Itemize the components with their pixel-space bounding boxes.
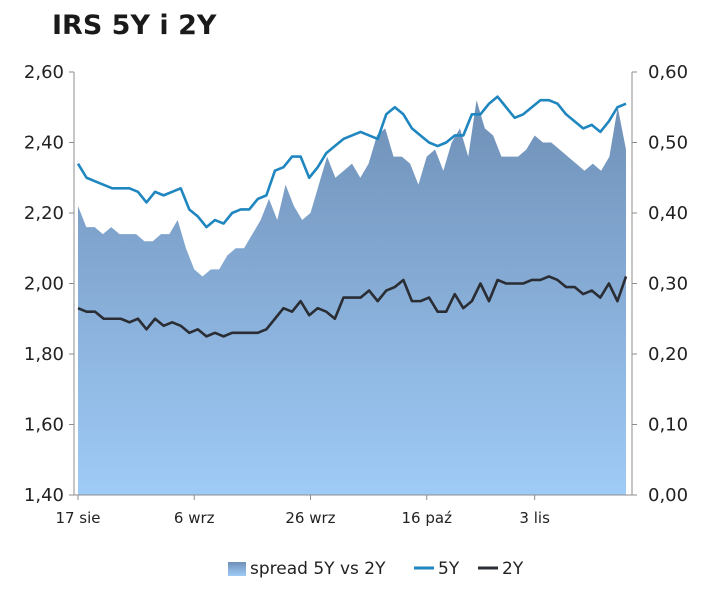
legend-label-spread: spread 5Y vs 2Y xyxy=(250,559,386,579)
y-right-tick-label: 0,60 xyxy=(648,62,688,83)
legend-label-5y: 5Y xyxy=(438,559,460,579)
y-right-tick-label: 0,40 xyxy=(648,203,688,224)
y-left-tick-label: 1,60 xyxy=(24,415,64,436)
y-left-tick-label: 2,60 xyxy=(24,62,64,83)
y-left-tick-label: 1,80 xyxy=(24,344,64,365)
x-tick-label: 16 paź xyxy=(402,509,453,527)
x-tick-label: 17 sie xyxy=(55,509,100,527)
series-line-2y xyxy=(77,275,628,338)
y-left-tick-label: 2,40 xyxy=(24,133,64,154)
y-right-tick-label: 0,10 xyxy=(648,415,688,436)
y-right-tick-label: 0,20 xyxy=(648,344,688,365)
x-tick-label: 3 lis xyxy=(519,509,550,527)
y-left-tick-label: 1,40 xyxy=(24,485,64,506)
lines-layer xyxy=(76,95,628,338)
y-right-tick-label: 0,00 xyxy=(648,485,688,506)
y-left-tick-label: 2,20 xyxy=(24,203,64,224)
x-tick-label: 26 wrz xyxy=(285,509,335,527)
axes-layer: 1,40 1,60 1,80 2,00 2,20 2,40 2,60 0,00 0,10 0,20… xyxy=(24,62,688,527)
x-tick-label: 6 wrz xyxy=(174,509,215,527)
chart-title: IRS 5Y i 2Y xyxy=(52,10,217,41)
y-left-tick-label: 2,00 xyxy=(24,274,64,295)
legend: spread 5Y vs 2Y 5Y 2Y xyxy=(228,559,524,579)
series-line-5y xyxy=(76,95,627,229)
legend-label-2y: 2Y xyxy=(502,559,524,579)
y-right-tick-label: 0,30 xyxy=(648,274,688,295)
y-right-tick-label: 0,50 xyxy=(648,133,688,154)
legend-swatch-spread xyxy=(228,562,246,576)
